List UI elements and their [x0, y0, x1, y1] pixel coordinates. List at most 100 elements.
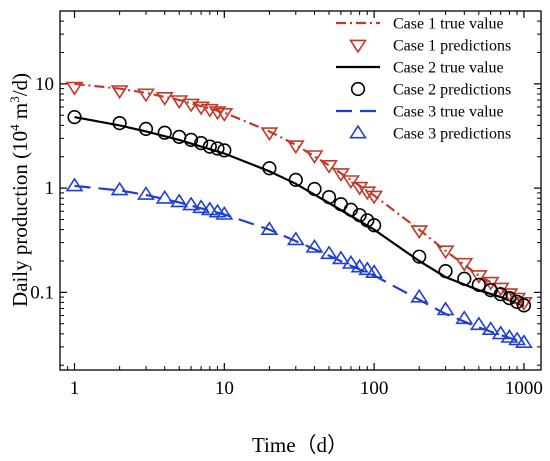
data-point — [194, 136, 209, 151]
data-point — [307, 181, 322, 197]
data-point — [358, 261, 377, 276]
data-point — [210, 141, 225, 156]
x-tick-label: 1000 — [505, 378, 543, 399]
legend-swatch-marker — [349, 39, 367, 54]
data-point — [170, 193, 189, 208]
data-point — [157, 125, 172, 140]
data-point — [331, 168, 350, 182]
legend-entry: Case 3 true value — [336, 104, 504, 121]
data-point — [288, 172, 303, 187]
data-point — [155, 189, 174, 204]
legend-entry: Case 1 true value — [336, 16, 504, 33]
legend: Case 1 true value Case 1 predictions Case … — [336, 16, 511, 143]
data-point — [514, 334, 533, 349]
legend-swatch-marker — [349, 124, 367, 139]
data-point — [436, 301, 455, 316]
legend-label: Case 3 true value — [393, 104, 504, 121]
legend-label: Case 2 true value — [393, 60, 504, 77]
data-point — [455, 310, 474, 325]
y-axis-label-end: /d) — [8, 73, 32, 96]
data-point — [438, 263, 453, 279]
data-point — [110, 181, 129, 196]
legend-swatch-marker — [350, 81, 366, 97]
data-point — [509, 294, 525, 310]
data-point — [514, 296, 533, 311]
data-point — [260, 127, 279, 142]
data-point — [192, 199, 211, 214]
data-point — [350, 258, 369, 273]
data-point — [260, 221, 279, 235]
data-point — [365, 264, 384, 279]
data-point — [502, 291, 517, 306]
x-tick-label: 100 — [360, 378, 389, 399]
x-tick-label: 1 — [70, 378, 80, 399]
data-point — [367, 218, 382, 233]
data-point — [286, 140, 305, 155]
legend-entry: Case 1 predictions — [349, 38, 511, 55]
legend-label: Case 1 predictions — [393, 38, 511, 55]
data-point — [200, 103, 219, 118]
legend-entry: Case 3 predictions — [349, 124, 511, 143]
data-point — [137, 88, 155, 103]
data-point — [455, 257, 474, 272]
data-point — [202, 139, 217, 154]
y-axis-label-main: Daily production (10 — [8, 131, 32, 307]
data-point — [516, 298, 532, 313]
data-point — [412, 249, 427, 264]
data-point — [262, 161, 277, 176]
y-axis-label-tail: m — [8, 103, 32, 125]
y-tick-label: 0.1 — [30, 282, 54, 303]
data-point — [331, 250, 350, 265]
legend-label: Case 3 predictions — [393, 126, 511, 143]
axis-labels: Time（d） Daily production (104 m3/d) — [7, 73, 348, 457]
series-markers-case-1 — [65, 81, 533, 311]
data-point — [182, 196, 201, 211]
data-point — [436, 245, 455, 260]
data-point — [65, 177, 84, 192]
y-axis-label-sup: 4 — [7, 124, 22, 131]
data-point — [172, 129, 187, 144]
ticks-layer: 1 10 100 1000 0.1 1 10 — [30, 10, 543, 399]
series-line-case-1 — [74, 82, 525, 305]
data-point — [305, 150, 324, 164]
series-markers-case-2 — [67, 109, 532, 313]
data-point — [305, 239, 324, 253]
data-point — [493, 287, 508, 302]
data-point — [410, 225, 429, 240]
y-axis-label: Daily production (104 m3/d) — [7, 73, 32, 307]
data-point — [200, 201, 219, 216]
data-point — [469, 316, 488, 331]
data-point — [215, 206, 234, 220]
data-point — [457, 271, 472, 286]
data-point — [110, 85, 129, 100]
legend-label: Case 1 true value — [393, 16, 504, 33]
series-markers-case-3 — [65, 177, 533, 349]
y-axis-label-sup2: 3 — [7, 96, 22, 103]
data-point — [350, 181, 369, 196]
data-point — [500, 329, 519, 343]
data-point — [410, 288, 429, 303]
data-point — [320, 160, 338, 174]
data-point — [352, 208, 367, 223]
x-axis-label: Time（d） — [252, 433, 348, 457]
data-point — [500, 288, 519, 303]
data-point — [469, 270, 488, 284]
data-point — [112, 116, 127, 131]
data-point — [215, 108, 234, 122]
data-point — [508, 331, 527, 346]
data-point — [358, 186, 377, 201]
data-point — [341, 175, 360, 189]
data-point — [138, 121, 154, 136]
data-point — [155, 92, 174, 106]
series-line-case-3 — [74, 184, 525, 344]
data-point — [341, 254, 360, 269]
legend-label: Case 2 predictions — [393, 82, 511, 99]
data-point — [321, 189, 337, 205]
data-point — [471, 277, 486, 292]
series-line-case-2 — [74, 116, 525, 308]
data-point — [286, 231, 305, 246]
legend-entry: Case 2 predictions — [350, 81, 511, 99]
data-point — [67, 109, 82, 125]
data-point — [208, 106, 227, 121]
